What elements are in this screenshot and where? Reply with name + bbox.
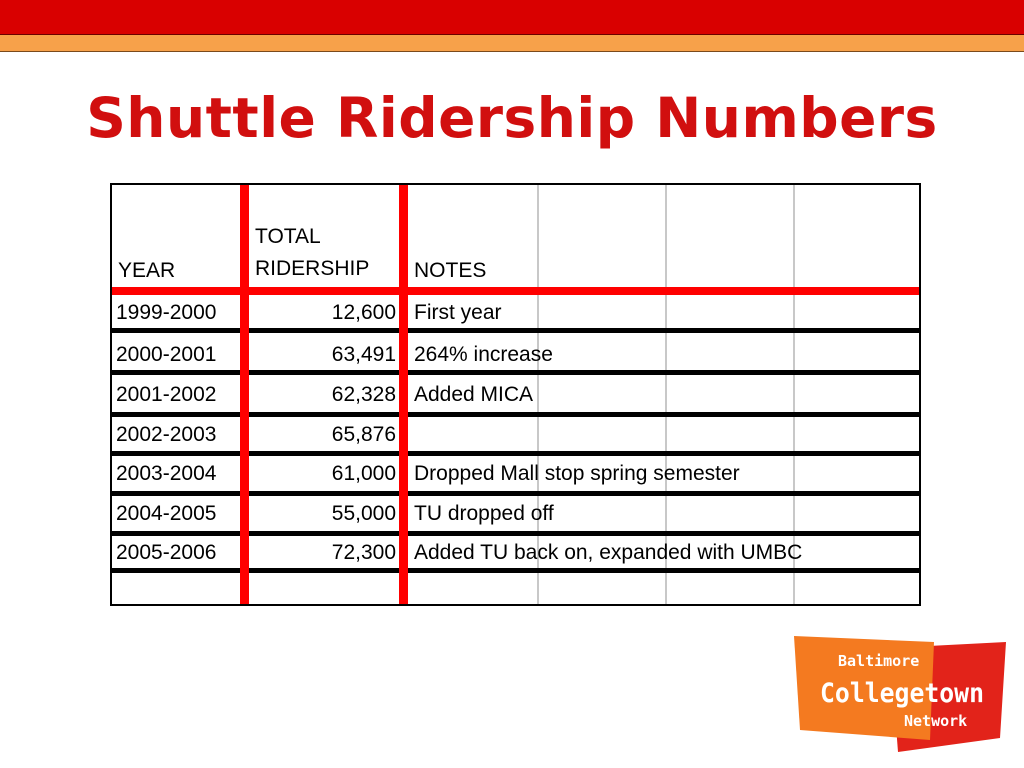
cell-year: 1999-2000 bbox=[116, 301, 217, 324]
cell-year: 2004-2005 bbox=[116, 502, 217, 525]
ridership-table: YEAR TOTAL RIDERSHIP NOTES 1999-2000 12,… bbox=[110, 183, 921, 606]
cell-total: 55,000 bbox=[331, 502, 396, 525]
column-divider bbox=[665, 185, 667, 604]
header-red-rule bbox=[112, 287, 919, 295]
cell-notes: First year bbox=[414, 301, 502, 324]
column-divider bbox=[793, 185, 795, 604]
logo-line-collegetown: Collegetown bbox=[820, 678, 984, 709]
cell-year: 2005-2006 bbox=[116, 541, 217, 564]
cell-notes: 264% increase bbox=[414, 343, 553, 366]
cell-year: 2001-2002 bbox=[116, 383, 217, 406]
top-orange-band bbox=[0, 35, 1024, 52]
logo-orange-shape bbox=[794, 636, 934, 740]
logo-line-baltimore: Baltimore bbox=[838, 652, 919, 670]
cell-notes: Added TU back on, expanded with UMBC bbox=[414, 541, 803, 564]
cell-total: 72,300 bbox=[331, 541, 396, 564]
slide-title: Shuttle Ridership Numbers bbox=[86, 86, 938, 150]
row-divider bbox=[112, 328, 919, 333]
cell-year: 2002-2003 bbox=[116, 423, 217, 446]
year-column-red-rule bbox=[240, 185, 249, 604]
cell-total: 65,876 bbox=[331, 423, 396, 446]
cell-total: 61,000 bbox=[331, 462, 396, 485]
top-red-band bbox=[0, 0, 1024, 35]
cell-notes: Dropped Mall stop spring semester bbox=[414, 462, 740, 485]
header-notes: NOTES bbox=[414, 259, 487, 282]
row-divider bbox=[112, 370, 919, 375]
cell-notes: Added MICA bbox=[414, 383, 534, 406]
row-divider bbox=[112, 531, 919, 536]
row-divider bbox=[112, 491, 919, 496]
collegetown-network-logo: Baltimore Collegetown Network bbox=[794, 636, 1006, 752]
total-column-red-rule bbox=[399, 185, 408, 604]
row-divider bbox=[112, 451, 919, 456]
row-divider bbox=[112, 412, 919, 417]
cell-total: 62,328 bbox=[331, 383, 396, 406]
header-total-line2: RIDERSHIP bbox=[255, 257, 370, 280]
cell-year: 2000-2001 bbox=[116, 343, 217, 366]
cell-total: 12,600 bbox=[331, 301, 396, 324]
cell-notes: TU dropped off bbox=[414, 502, 554, 525]
cell-year: 2003-2004 bbox=[116, 462, 217, 485]
row-divider bbox=[112, 568, 919, 573]
header-total-line1: TOTAL bbox=[255, 225, 321, 248]
logo-line-network: Network bbox=[904, 712, 967, 730]
column-divider bbox=[537, 185, 539, 604]
cell-total: 63,491 bbox=[331, 343, 396, 366]
header-year: YEAR bbox=[118, 259, 176, 282]
